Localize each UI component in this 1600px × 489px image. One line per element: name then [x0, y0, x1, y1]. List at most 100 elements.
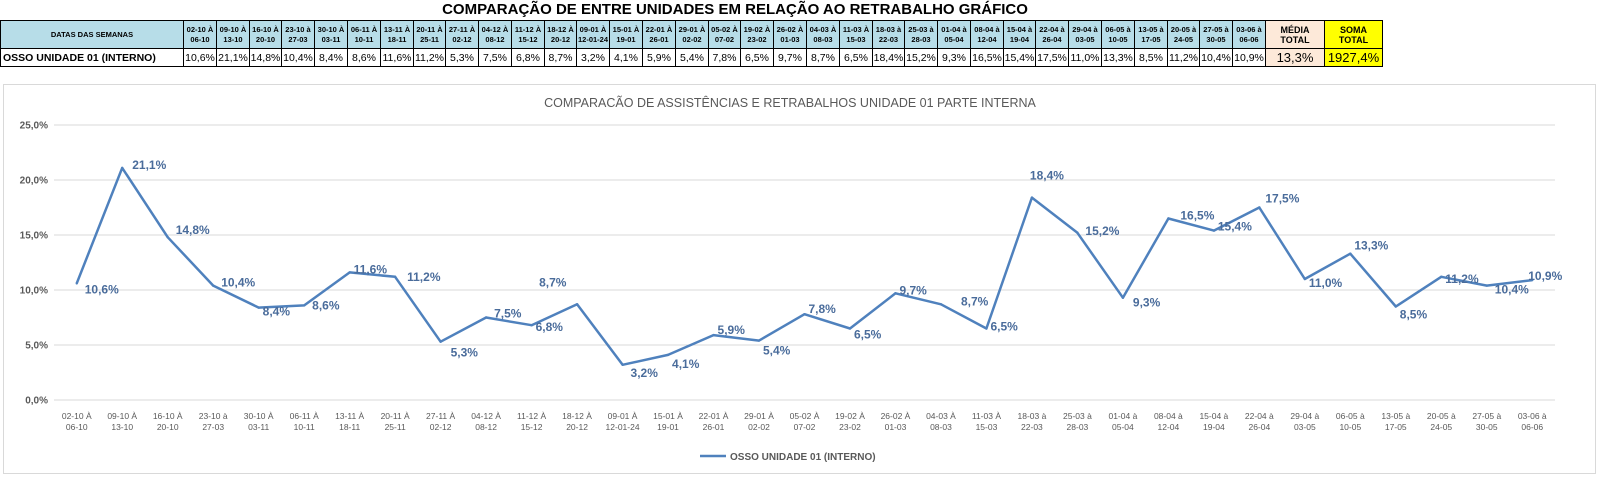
- week-header-cell[interactable]: 26-02 À 01-03: [773, 20, 807, 49]
- week-header-cell[interactable]: 08-04 à 12-04: [970, 20, 1004, 49]
- week-header-cell[interactable]: 15-01 À 19-01: [609, 20, 643, 49]
- week-header-cell[interactable]: 06-11 À 10-11: [347, 20, 381, 49]
- week-header-cell[interactable]: 03-06 à 06-06: [1232, 20, 1266, 49]
- value-cell[interactable]: 11,6%: [380, 48, 414, 67]
- value-cell[interactable]: 10,6%: [183, 48, 217, 67]
- x-tick-label: 22-04 à: [1245, 411, 1274, 421]
- header-label-cell[interactable]: DATAS DAS SEMANAS: [0, 20, 184, 49]
- soma-total-header[interactable]: SOMA TOTAL: [1324, 20, 1383, 49]
- week-header-cell[interactable]: 20-05 à 24-05: [1167, 20, 1200, 49]
- week-header-cell[interactable]: 27-05 à 30-05: [1199, 20, 1233, 49]
- value-cell[interactable]: 5,4%: [675, 48, 709, 67]
- value-cell[interactable]: 7,5%: [478, 48, 512, 67]
- value-cell[interactable]: 8,5%: [1134, 48, 1168, 67]
- soma-total-cell[interactable]: 1927,4%: [1324, 48, 1383, 67]
- week-header-cell[interactable]: 04-12 À 08-12: [478, 20, 512, 49]
- x-tick-label: 09-01 À: [608, 411, 638, 421]
- week-header-cell[interactable]: 22-01 À 26-01: [642, 20, 676, 49]
- x-tick-label: 19-02 À: [835, 411, 865, 421]
- media-total-cell[interactable]: 13,3%: [1265, 48, 1325, 67]
- value-cell[interactable]: 8,7%: [806, 48, 840, 67]
- value-cell[interactable]: 10,4%: [1199, 48, 1233, 67]
- week-header-cell[interactable]: 22-04 à 26-04: [1035, 20, 1069, 49]
- row-label-cell[interactable]: OSSO UNIDADE 01 (INTERNO): [0, 48, 184, 67]
- value-cell[interactable]: 18,4%: [872, 48, 905, 67]
- x-tick-label: 18-12 À: [562, 411, 592, 421]
- value-cell[interactable]: 17,5%: [1035, 48, 1069, 67]
- value-cell[interactable]: 4,1%: [609, 48, 643, 67]
- media-total-header[interactable]: MÉDIA TOTAL: [1265, 20, 1325, 49]
- header-line: 26-01: [649, 34, 669, 44]
- value-cell[interactable]: 5,9%: [642, 48, 676, 67]
- week-header-cell[interactable]: 25-03 à 28-03: [904, 20, 938, 49]
- data-point: [985, 327, 988, 330]
- data-label: 11,2%: [407, 270, 441, 284]
- week-header-cell[interactable]: 11-03 À 15-03: [839, 20, 873, 49]
- week-header-cell[interactable]: 19-02 À 23-02: [740, 20, 774, 49]
- value-cell[interactable]: 9,3%: [937, 48, 971, 67]
- week-header-cell[interactable]: 09-10 À 13-10: [216, 20, 250, 49]
- week-header-cell[interactable]: 16-10 À 20-10: [249, 20, 282, 49]
- header-line: TOTAL: [1338, 34, 1369, 45]
- data-label: 10,4%: [1495, 283, 1529, 297]
- week-header-cell[interactable]: 13-11 À 18-11: [380, 20, 414, 49]
- value-cell[interactable]: 15,2%: [904, 48, 938, 67]
- value-cell[interactable]: 14,8%: [249, 48, 282, 67]
- value-cell[interactable]: 7,8%: [708, 48, 741, 67]
- value-cell[interactable]: 3,2%: [576, 48, 610, 67]
- week-header-cell[interactable]: 04-03 À 08-03: [806, 20, 840, 49]
- value-cell[interactable]: 6,5%: [839, 48, 873, 67]
- week-header-cell[interactable]: 01-04 à 05-04: [937, 20, 971, 49]
- week-header-cell[interactable]: 15-04 à 19-04: [1003, 20, 1036, 49]
- week-header-cell[interactable]: 13-05 à 17-05: [1134, 20, 1168, 49]
- x-tick-label: 12-01-24: [606, 422, 640, 432]
- week-header-cell[interactable]: 18-12 À 20-12: [544, 20, 577, 49]
- header-line: 10-11: [354, 34, 374, 44]
- week-header-cell[interactable]: 02-10 À 06-10: [183, 20, 217, 49]
- header-line: 04-03 À: [809, 24, 837, 34]
- value-cell[interactable]: 6,8%: [511, 48, 545, 67]
- value-cell[interactable]: 5,3%: [445, 48, 479, 67]
- value-cell[interactable]: 16,5%: [970, 48, 1004, 67]
- week-header-cell[interactable]: 23-10 à 27-03: [281, 20, 315, 49]
- week-header-cell[interactable]: 20-11 À 25-11: [413, 20, 446, 49]
- header-line: 19-04: [1009, 34, 1030, 44]
- x-tick-label: 03-11: [248, 422, 269, 432]
- header-line: 03-06 à: [1236, 24, 1262, 34]
- value-cell[interactable]: 10,4%: [281, 48, 315, 67]
- week-header-cell[interactable]: 05-02 À 07-02: [708, 20, 741, 49]
- value-cell[interactable]: 15,4%: [1003, 48, 1036, 67]
- value-cell[interactable]: 11,2%: [413, 48, 446, 67]
- header-line: 01-04 à: [941, 24, 967, 34]
- week-header-cell[interactable]: 29-01 À 02-02: [675, 20, 709, 49]
- value-cell[interactable]: 21,1%: [216, 48, 250, 67]
- chart-area[interactable]: COMPARACÃO DE ASSISTÊNCIAS E RETRABALHOS…: [3, 84, 1596, 474]
- week-header-cell[interactable]: 30-10 À 03-11: [314, 20, 348, 49]
- value-cell[interactable]: 10,9%: [1232, 48, 1266, 67]
- chart-title: COMPARACÃO DE ASSISTÊNCIAS E RETRABALHOS…: [544, 95, 1036, 110]
- value-cell[interactable]: 8,6%: [347, 48, 381, 67]
- value-cell[interactable]: 11,2%: [1167, 48, 1200, 67]
- x-tick-label: 06-05 à: [1336, 411, 1365, 421]
- week-header-cell[interactable]: 29-04 à 03-05: [1068, 20, 1102, 49]
- value-cell[interactable]: 8,7%: [544, 48, 577, 67]
- value-cell[interactable]: 11,0%: [1068, 48, 1102, 67]
- data-label: 4,1%: [672, 357, 700, 371]
- week-header-cell[interactable]: 11-12 À 15-12: [511, 20, 545, 49]
- value-cell[interactable]: 13,3%: [1101, 48, 1135, 67]
- week-header-cell[interactable]: 18-03 à 22-03: [872, 20, 905, 49]
- week-header-cell[interactable]: 27-11 À 02-12: [445, 20, 479, 49]
- data-label: 5,4%: [763, 344, 791, 358]
- week-header-cell[interactable]: 06-05 à 10-05: [1101, 20, 1135, 49]
- header-line: 12-04: [977, 34, 997, 44]
- x-tick-label: 30-05: [1476, 422, 1498, 432]
- value-cell[interactable]: 9,7%: [773, 48, 807, 67]
- x-tick-label: 27-11 À: [426, 411, 455, 421]
- x-tick-label: 10-05: [1339, 422, 1361, 432]
- value-cell[interactable]: 6,5%: [740, 48, 774, 67]
- value-cell[interactable]: 8,4%: [314, 48, 348, 67]
- week-header-cell[interactable]: 09-01 À 12-01-24: [576, 20, 610, 49]
- header-line: 30-05: [1206, 34, 1226, 44]
- x-tick-label: 20-12: [566, 422, 588, 432]
- x-tick-label: 23-02: [839, 422, 861, 432]
